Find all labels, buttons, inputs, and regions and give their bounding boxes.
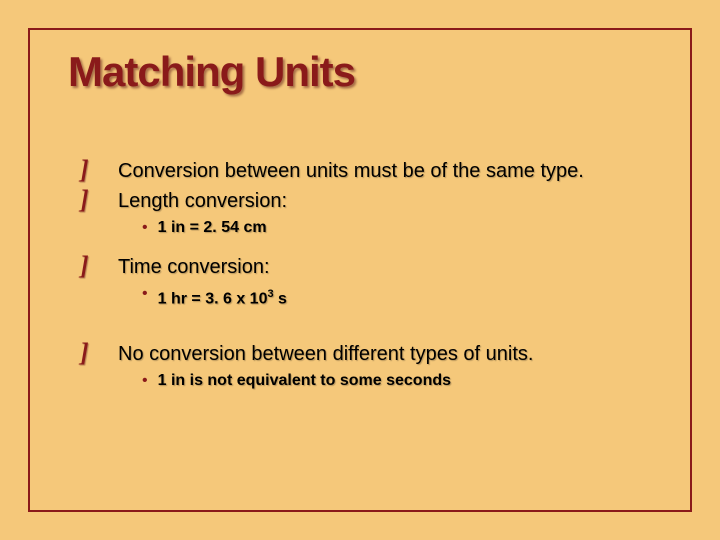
sub-list-item: • 1 in = 2. 54 cm [142,218,660,238]
bullet-icon: ] [80,158,100,182]
list-item: ] Time conversion: [80,254,660,280]
bullet-icon: ] [80,188,100,212]
list-item: ] Length conversion: [80,188,660,214]
dot-icon: • [142,371,148,391]
sub-item-pre: 1 hr = 3. 6 x 10 [158,290,268,307]
bullet-icon: ] [80,341,100,365]
list-item: ] Conversion between units must be of th… [80,158,660,184]
slide-content: ] Conversion between units must be of th… [80,158,660,397]
item-text: Conversion between units must be of the … [118,158,584,184]
bullet-icon: ] [80,254,100,278]
sub-item-text: 1 in is not equivalent to some seconds [158,371,451,391]
item-text: Length conversion: [118,188,287,214]
item-text: No conversion between different types of… [118,341,533,367]
item-text: Time conversion: [118,254,270,280]
list-item: ] No conversion between different types … [80,341,660,367]
sub-item-text: 1 hr = 3. 6 x 103 s [158,284,287,309]
dot-icon: • [142,218,148,238]
sub-list-item: • 1 hr = 3. 6 x 103 s [142,284,660,309]
dot-icon: • [142,284,148,304]
sub-item-post: s [274,290,287,307]
slide-title: Matching Units [68,48,355,96]
sub-item-text: 1 in = 2. 54 cm [158,218,267,238]
sub-list-item: • 1 in is not equivalent to some seconds [142,371,660,391]
